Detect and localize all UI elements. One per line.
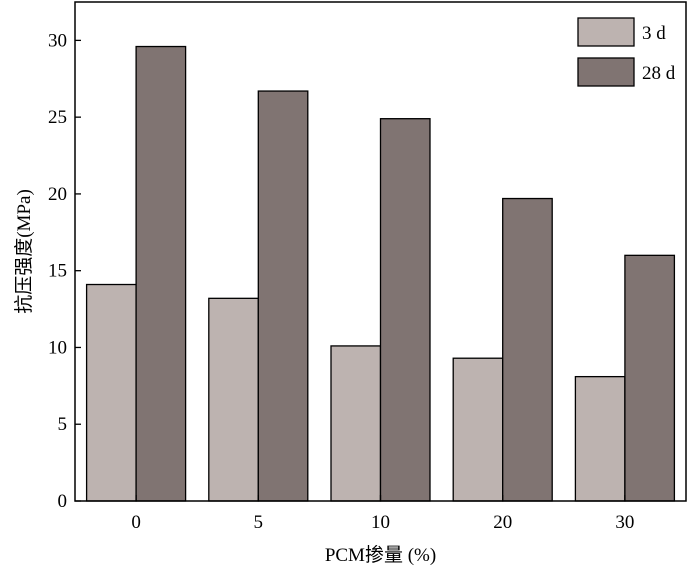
bar-3d-5 [208, 297, 259, 502]
legend-swatch-28d [577, 57, 635, 87]
y-tick-label: 30 [48, 30, 67, 51]
bar-3d-0 [85, 283, 137, 502]
x-tick-label: 30 [615, 512, 634, 533]
x-axis-title: PCM掺量 (%) [325, 544, 436, 566]
x-tick-label: 0 [131, 512, 141, 533]
y-tick-label: 0 [58, 491, 68, 512]
y-tick-label: 5 [58, 414, 68, 435]
bar-3d-30 [574, 375, 626, 502]
legend-label-3d: 3 d [642, 23, 666, 44]
y-axis-title: 抗压强度(MPa) [13, 189, 35, 314]
bar-28d-5 [257, 90, 309, 502]
bar-28d-30 [624, 254, 676, 502]
x-tick-label: 10 [371, 512, 390, 533]
bar-28d-10 [379, 118, 431, 502]
x-tick-label: 5 [254, 512, 264, 533]
y-tick-label: 15 [48, 261, 67, 282]
y-axis: 0 5 10 15 20 25 30 [48, 30, 81, 512]
bar-3d-20 [452, 357, 504, 502]
bars-group [85, 45, 676, 502]
bar-28d-0 [135, 45, 187, 502]
x-axis: 0 5 10 20 30 [131, 495, 634, 533]
y-tick-label: 10 [48, 337, 67, 358]
legend: 3 d 28 d [577, 17, 676, 87]
plot-frame [74, 1, 687, 502]
legend-swatch-3d [577, 17, 635, 47]
bar-3d-10 [330, 345, 382, 502]
legend-label-28d: 28 d [642, 63, 676, 84]
x-tick-label: 20 [493, 512, 512, 533]
bar-28d-20 [502, 197, 553, 502]
y-tick-label: 25 [48, 107, 67, 128]
y-tick-label: 20 [48, 184, 67, 205]
